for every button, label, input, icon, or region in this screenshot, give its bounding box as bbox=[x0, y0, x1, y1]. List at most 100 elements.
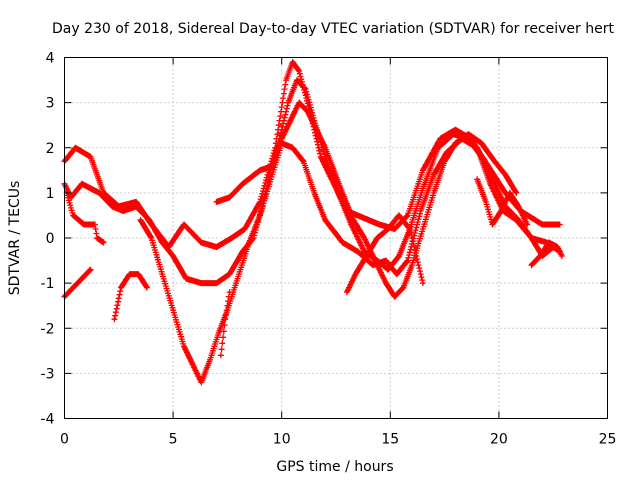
data-point bbox=[352, 218, 355, 222]
data-point bbox=[432, 191, 435, 195]
data-point bbox=[408, 227, 411, 231]
data-series bbox=[61, 59, 565, 386]
data-point bbox=[378, 223, 381, 226]
data-point bbox=[476, 146, 479, 149]
data-point bbox=[376, 236, 379, 240]
series-8 bbox=[213, 99, 520, 300]
y-tick-label: 2 bbox=[46, 141, 55, 157]
x-axis-title: GPS time / hours bbox=[276, 459, 393, 475]
data-point bbox=[365, 254, 368, 258]
data-point bbox=[135, 200, 138, 204]
data-point bbox=[432, 173, 435, 176]
data-point bbox=[135, 205, 138, 208]
data-point bbox=[452, 133, 455, 136]
x-tick-labels: 0 5 10 15 20 25 bbox=[60, 432, 616, 448]
data-point bbox=[323, 146, 327, 149]
data-point bbox=[393, 295, 396, 298]
data-point bbox=[89, 155, 92, 158]
y-tick-label: 1 bbox=[46, 186, 55, 202]
data-point bbox=[228, 272, 231, 276]
data-point bbox=[443, 160, 446, 163]
y-tick-label: -4 bbox=[41, 412, 55, 428]
data-point bbox=[161, 241, 164, 244]
data-point bbox=[215, 281, 218, 285]
data-point bbox=[315, 128, 318, 131]
data-point bbox=[421, 227, 425, 231]
data-point bbox=[558, 223, 561, 226]
axis-ticks bbox=[64, 57, 608, 419]
data-point bbox=[193, 367, 196, 371]
data-point bbox=[493, 160, 496, 163]
data-point bbox=[541, 223, 544, 226]
data-point bbox=[454, 142, 457, 145]
data-point bbox=[539, 254, 542, 258]
x-tick-label: 20 bbox=[490, 432, 508, 448]
data-point bbox=[258, 214, 262, 217]
x-tick-label: 5 bbox=[169, 432, 178, 448]
data-point bbox=[284, 78, 288, 82]
data-point bbox=[484, 200, 488, 204]
data-point bbox=[354, 272, 357, 276]
data-point bbox=[200, 381, 203, 384]
data-point bbox=[145, 286, 149, 289]
data-point bbox=[128, 272, 131, 276]
x-tick-label: 0 bbox=[60, 432, 69, 448]
data-point bbox=[121, 209, 125, 213]
y-axis-title: SDTVAR / TECUs bbox=[7, 181, 23, 296]
data-point bbox=[291, 60, 294, 64]
y-tick-labels: -4 -3 -2 -1 0 1 2 3 4 bbox=[41, 51, 55, 428]
data-point bbox=[280, 137, 283, 140]
data-point bbox=[341, 241, 344, 244]
data-point bbox=[530, 236, 533, 240]
data-point bbox=[228, 290, 231, 294]
data-point bbox=[287, 101, 290, 104]
data-point bbox=[402, 286, 405, 289]
data-point bbox=[454, 128, 457, 131]
data-point bbox=[93, 223, 97, 226]
data-point bbox=[499, 209, 503, 213]
data-point bbox=[80, 182, 84, 185]
data-point bbox=[436, 146, 440, 149]
data-point bbox=[363, 250, 366, 253]
data-point bbox=[302, 160, 305, 163]
data-point bbox=[515, 191, 518, 195]
data-point bbox=[271, 164, 275, 167]
data-point bbox=[98, 191, 101, 195]
data-point bbox=[215, 245, 218, 249]
x-tick-label: 25 bbox=[599, 432, 617, 448]
data-point bbox=[395, 272, 398, 276]
data-point bbox=[410, 263, 414, 267]
data-point bbox=[421, 169, 425, 172]
data-point bbox=[217, 331, 220, 334]
data-point bbox=[313, 191, 316, 195]
data-point bbox=[295, 78, 299, 82]
data-point bbox=[323, 218, 327, 222]
data-point bbox=[397, 254, 401, 258]
data-point bbox=[171, 309, 175, 312]
y-tick-label: -3 bbox=[41, 366, 55, 382]
data-point bbox=[332, 169, 335, 172]
data-point bbox=[356, 250, 359, 253]
data-point bbox=[508, 191, 511, 195]
data-point bbox=[82, 223, 86, 226]
data-point bbox=[525, 223, 529, 226]
data-point bbox=[230, 236, 233, 240]
data-point bbox=[384, 281, 388, 285]
data-point bbox=[560, 254, 564, 258]
data-point bbox=[200, 281, 203, 285]
data-point bbox=[397, 214, 401, 217]
data-point bbox=[74, 146, 77, 149]
data-point bbox=[439, 137, 442, 140]
data-point bbox=[226, 304, 229, 307]
data-point bbox=[72, 214, 75, 217]
data-point bbox=[345, 290, 349, 294]
data-point bbox=[95, 236, 99, 240]
data-point bbox=[406, 259, 409, 262]
data-point bbox=[89, 268, 92, 271]
series-markers bbox=[137, 135, 563, 386]
series-markers bbox=[111, 271, 150, 323]
data-point bbox=[247, 241, 251, 244]
series-markers bbox=[63, 189, 107, 246]
data-point bbox=[504, 191, 507, 195]
